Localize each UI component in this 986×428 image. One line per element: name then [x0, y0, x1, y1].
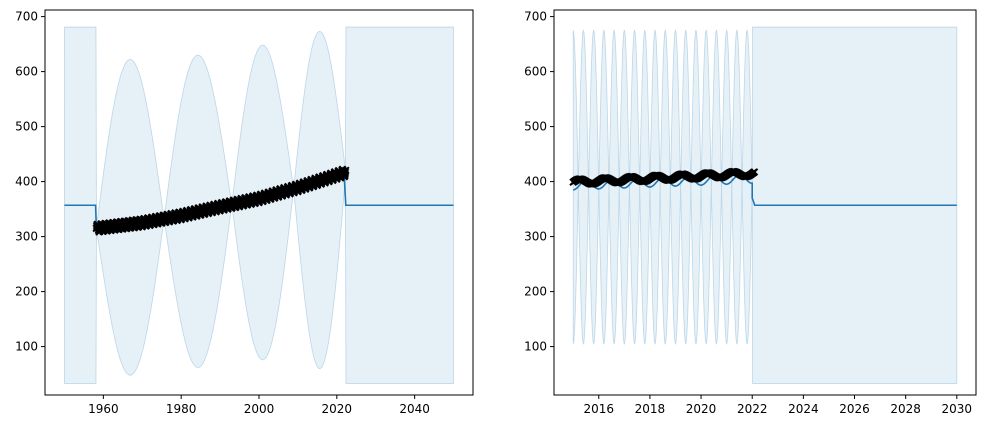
left-x-axis: 1960 1980 2000 2020 2040 — [88, 395, 430, 416]
left-observation-point — [341, 168, 350, 177]
right-x-tick-label: 2028 — [890, 402, 921, 416]
right-chart: 2016 2018 2020 2022 2024 2026 2028 2030 100 200 3… — [524, 9, 977, 416]
left-y-tick-label: 300 — [15, 230, 38, 244]
left-y-tick-label: 400 — [15, 175, 38, 189]
left-x-tick-label: 2020 — [322, 402, 353, 416]
right-y-tick-label: 100 — [524, 340, 547, 354]
right-y-tick-label: 400 — [524, 175, 547, 189]
right-y-tick-label: 700 — [524, 10, 547, 24]
right-y-tick-label: 300 — [524, 230, 547, 244]
right-x-tick-label: 2022 — [737, 402, 768, 416]
right-observations — [569, 167, 759, 188]
right-plot-frame — [553, 9, 977, 396]
right-x-tick-label: 2030 — [942, 402, 973, 416]
right-y-axis: 100 200 300 400 500 600 700 — [524, 10, 554, 354]
left-y-tick-label: 200 — [15, 285, 38, 299]
left-y-axis: 100 200 300 400 500 600 700 — [15, 10, 45, 354]
left-x-tick-label: 1960 — [88, 402, 119, 416]
right-x-tick-label: 2018 — [635, 402, 666, 416]
left-chart: 1960 1980 2000 2020 2040 100 200 300 400 500 600 7… — [15, 9, 474, 416]
left-y-tick-label: 600 — [15, 65, 38, 79]
left-y-tick-label: 500 — [15, 120, 38, 134]
right-x-tick-label: 2016 — [583, 402, 614, 416]
left-y-tick-label: 100 — [15, 340, 38, 354]
left-y-tick-label: 700 — [15, 10, 38, 24]
right-x-tick-label: 2026 — [839, 402, 870, 416]
right-y-tick-label: 200 — [524, 285, 547, 299]
left-x-tick-label: 1980 — [166, 402, 197, 416]
right-y-tick-label: 500 — [524, 120, 547, 134]
right-x-tick-label: 2024 — [788, 402, 819, 416]
left-x-tick-label: 2000 — [244, 402, 275, 416]
left-observation-point — [341, 166, 350, 175]
right-y-tick-label: 600 — [524, 65, 547, 79]
left-observations — [92, 165, 350, 236]
right-x-axis: 2016 2018 2020 2022 2024 2026 2028 2030 — [583, 395, 972, 416]
left-x-tick-label: 2040 — [399, 402, 430, 416]
right-x-tick-label: 2020 — [686, 402, 717, 416]
right-observation-point — [750, 168, 759, 176]
